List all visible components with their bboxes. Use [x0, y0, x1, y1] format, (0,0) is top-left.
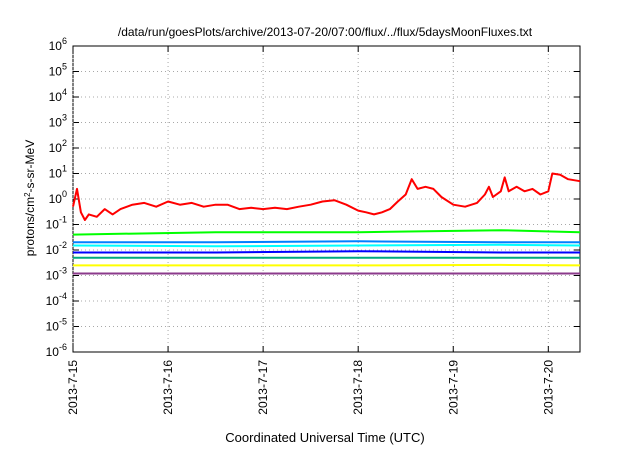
y-tick-label: 10-3: [46, 266, 67, 283]
y-tick-label-base: 10: [46, 243, 60, 257]
y-tick-label-base: 10: [46, 345, 60, 359]
y-tick-label-base: 10: [49, 167, 63, 181]
y-tick-label-exponent: 4: [62, 87, 67, 97]
y-tick-label: 103: [49, 113, 67, 130]
y-tick-label-exponent: -6: [59, 342, 67, 352]
x-tick-label: 2013-7-15: [66, 360, 80, 415]
y-tick-label-base: 10: [49, 116, 63, 130]
y-tick-label: 10-2: [46, 240, 67, 257]
y-tick-label: 10-4: [46, 291, 67, 308]
chart-title: /data/run/goesPlots/archive/2013-07-20/0…: [118, 25, 533, 39]
y-tick-label-base: 10: [46, 294, 60, 308]
y-tick-label-base: 10: [46, 320, 60, 334]
y-tick-label-base: 10: [46, 269, 60, 283]
y-axis-label: protons/cm2-s-sr-MeV: [23, 140, 38, 256]
series-line: [73, 250, 580, 254]
series-line: [73, 263, 581, 267]
y-tick-label: 10-5: [46, 317, 67, 334]
y-tick-label-exponent: -3: [59, 266, 67, 276]
series-line: [72, 172, 581, 221]
y-tick-label-base: 10: [46, 218, 60, 232]
y-tick-label: 104: [49, 87, 67, 104]
y-tick-label: 101: [49, 164, 67, 181]
y-tick-label-exponent: 2: [62, 138, 67, 148]
y-tick-label-base: 10: [49, 141, 63, 155]
y-tick-label-base: 10: [49, 39, 63, 53]
y-tick-label: 102: [49, 138, 67, 155]
y-tick-label: 10-6: [46, 342, 67, 359]
y-tick-label: 105: [49, 62, 67, 79]
y-tick-label: 106: [49, 36, 67, 53]
y-tick-label-exponent: -4: [59, 291, 67, 301]
y-tick-label-exponent: 5: [62, 62, 67, 72]
x-tick-label: 2013-7-18: [351, 360, 365, 415]
y-tick-label-base: 10: [49, 65, 63, 79]
y-tick-label-exponent: -5: [59, 317, 67, 327]
series-line: [72, 229, 581, 236]
y-tick-label-exponent: -2: [59, 240, 67, 250]
y-tick-label-exponent: 6: [62, 36, 67, 46]
x-tick-label: 2013-7-16: [161, 360, 175, 415]
series-line: [73, 240, 580, 244]
y-tick-label-exponent: 3: [62, 113, 67, 123]
x-tick-label: 2013-7-19: [446, 360, 460, 415]
y-tick-label-exponent: 1: [62, 164, 67, 174]
y-tick-label-base: 10: [49, 90, 63, 104]
x-tick-label: 2013-7-20: [541, 360, 555, 415]
y-tick-label: 100: [49, 189, 67, 206]
x-tick-label: 2013-7-17: [256, 360, 270, 415]
y-tick-label-exponent: 0: [62, 189, 67, 199]
x-axis-label: Coordinated Universal Time (UTC): [225, 430, 424, 445]
y-tick-label: 10-1: [46, 215, 67, 232]
series-line: [72, 243, 581, 248]
y-tick-label-base: 10: [49, 192, 63, 206]
y-tick-label-exponent: -1: [59, 215, 67, 225]
